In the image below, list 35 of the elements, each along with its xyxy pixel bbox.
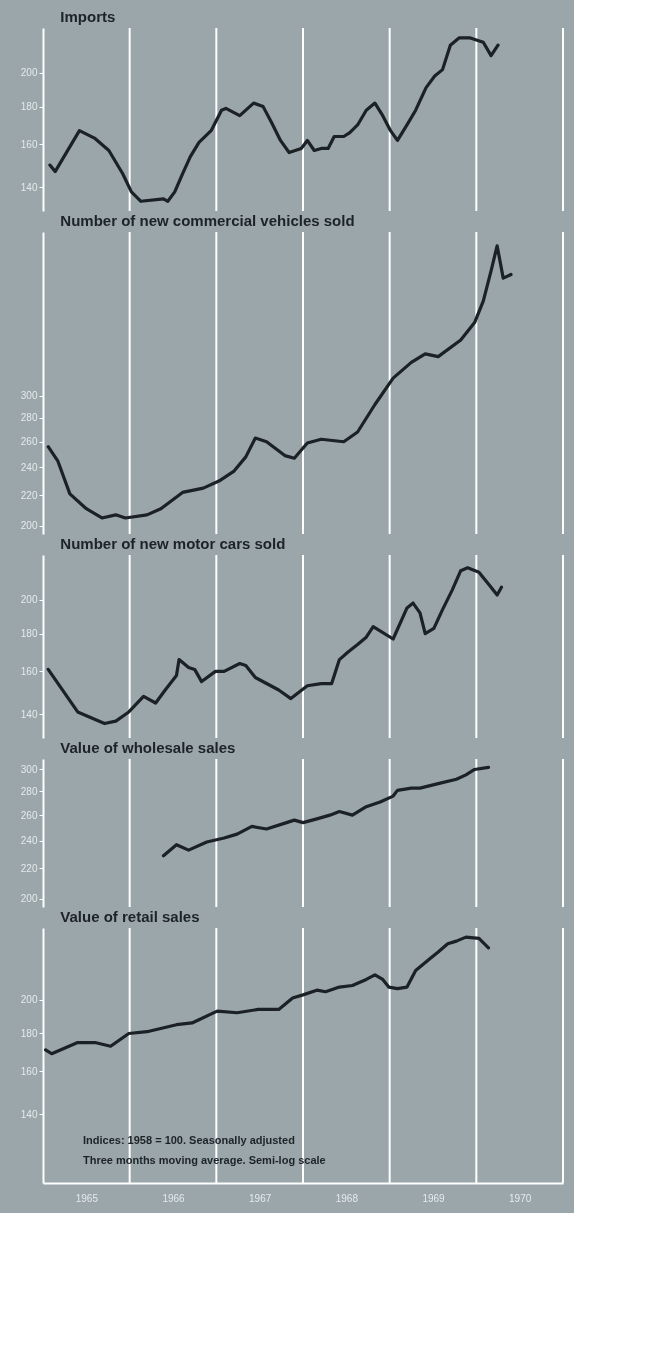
y-tick-label: 300 (20, 763, 38, 775)
x-tick-label: 1968 (335, 1192, 359, 1204)
y-tick-label: 240 (20, 835, 38, 847)
y-tick-label: 220 (20, 862, 38, 874)
chart-title: Number of new commercial vehicles sold (60, 212, 355, 229)
chart-title: Number of new motor cars sold (60, 535, 286, 552)
y-tick-label: 200 (20, 994, 38, 1006)
x-tick-label: 1966 (162, 1192, 186, 1204)
y-tick-label: 180 (20, 101, 38, 113)
chart-title: Value of retail sales (60, 908, 200, 925)
y-tick-label: 200 (20, 893, 38, 905)
chart-title: Imports (60, 8, 116, 25)
y-tick-label: 200 (20, 594, 38, 606)
chart-title: Value of wholesale sales (60, 739, 236, 756)
y-tick-label: 240 (20, 461, 38, 473)
y-tick-label: 140 (20, 181, 38, 193)
y-tick-label: 140 (20, 708, 38, 720)
y-tick-label: 160 (20, 138, 38, 150)
y-tick-label: 220 (20, 489, 38, 501)
x-tick-label: 1969 (422, 1192, 446, 1204)
y-tick-label: 280 (20, 786, 38, 797)
x-tick-label: 1965 (75, 1192, 99, 1204)
x-tick-label: 1967 (249, 1192, 272, 1204)
y-tick-label: 140 (20, 1108, 38, 1120)
y-tick-label: 260 (20, 436, 38, 448)
y-tick-label: 280 (20, 412, 38, 424)
y-tick-label: 160 (20, 1065, 38, 1077)
y-tick-label: 180 (20, 1027, 38, 1039)
y-tick-label: 260 (20, 809, 38, 821)
y-tick-label: 300 (20, 390, 38, 402)
y-tick-label: 200 (20, 520, 38, 532)
x-tick-label: 1970 (509, 1192, 532, 1204)
y-tick-label: 180 (20, 628, 38, 640)
y-tick-label: 160 (20, 665, 38, 677)
y-tick-label: 200 (20, 67, 38, 79)
